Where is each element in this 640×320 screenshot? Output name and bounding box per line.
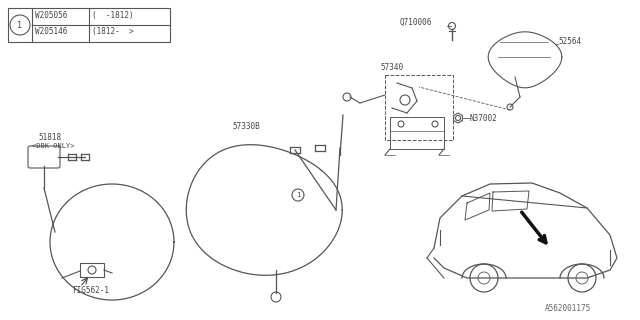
Bar: [80, 263, 104, 277]
Text: A562001175: A562001175: [545, 304, 591, 313]
Text: (1812-  >: (1812- >: [92, 27, 134, 36]
Text: 1: 1: [17, 20, 22, 29]
Text: 1: 1: [296, 192, 300, 198]
Text: W205146: W205146: [35, 27, 67, 36]
Bar: [8, 8, 170, 42]
Bar: [385, 75, 453, 140]
Text: FIG562-1: FIG562-1: [72, 286, 109, 295]
Text: (  -1812): ( -1812): [92, 11, 134, 20]
Text: 57340: 57340: [380, 63, 403, 72]
Text: 57330B: 57330B: [232, 122, 260, 131]
Text: N37002: N37002: [470, 114, 498, 123]
Text: W205056: W205056: [35, 11, 67, 20]
Text: <DBK ONLY>: <DBK ONLY>: [32, 143, 74, 149]
Text: 52564: 52564: [558, 37, 581, 46]
Bar: [390, 117, 444, 149]
Text: 51818: 51818: [38, 133, 61, 142]
Text: Q710006: Q710006: [400, 18, 433, 27]
